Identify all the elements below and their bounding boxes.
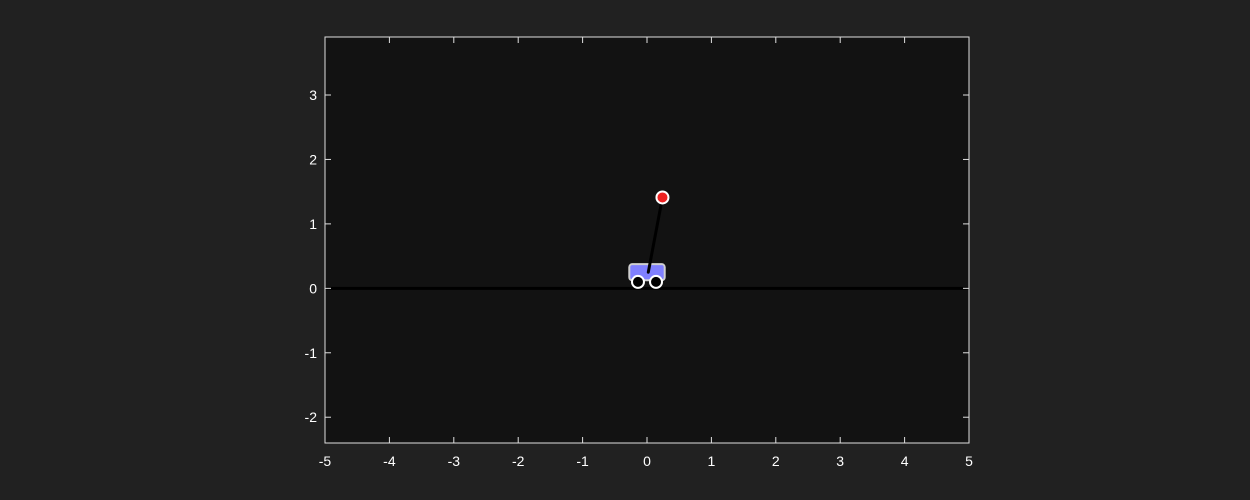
x-tick-label: -3 [448,453,461,469]
axes-background [325,37,969,443]
cart-wheel-2 [649,274,664,289]
y-tick-label: 2 [309,151,317,167]
y-tick-label: 3 [309,87,317,103]
y-tick-label: -2 [305,409,318,425]
x-tick-label: 0 [643,453,651,469]
cart-wheel-1 [630,274,645,289]
x-tick-label: 5 [965,453,973,469]
y-tick-label: 1 [309,216,317,232]
axes: -5 -4 -3 -2 -1 0 1 2 3 4 5 -2 -1 0 1 2 3 [305,36,973,469]
x-tick-label: -2 [512,453,525,469]
y-tick-label: 0 [309,280,317,296]
y-tick-label: -1 [305,345,318,361]
x-tick-label: -5 [319,453,332,469]
x-tick-label: 2 [772,453,780,469]
pendulum-pole [646,195,664,274]
x-tick-label: 1 [708,453,716,469]
plot-area [325,190,969,290]
x-tick-label: 3 [836,453,844,469]
y-axis: -2 -1 0 1 2 3 [305,87,969,425]
pendulum-bob [655,190,670,205]
x-tick-label: -1 [576,453,589,469]
x-tick-label: 4 [901,453,909,469]
x-tick-label: -4 [383,453,396,469]
x-axis: -5 -4 -3 -2 -1 0 1 2 3 4 5 [319,37,973,469]
